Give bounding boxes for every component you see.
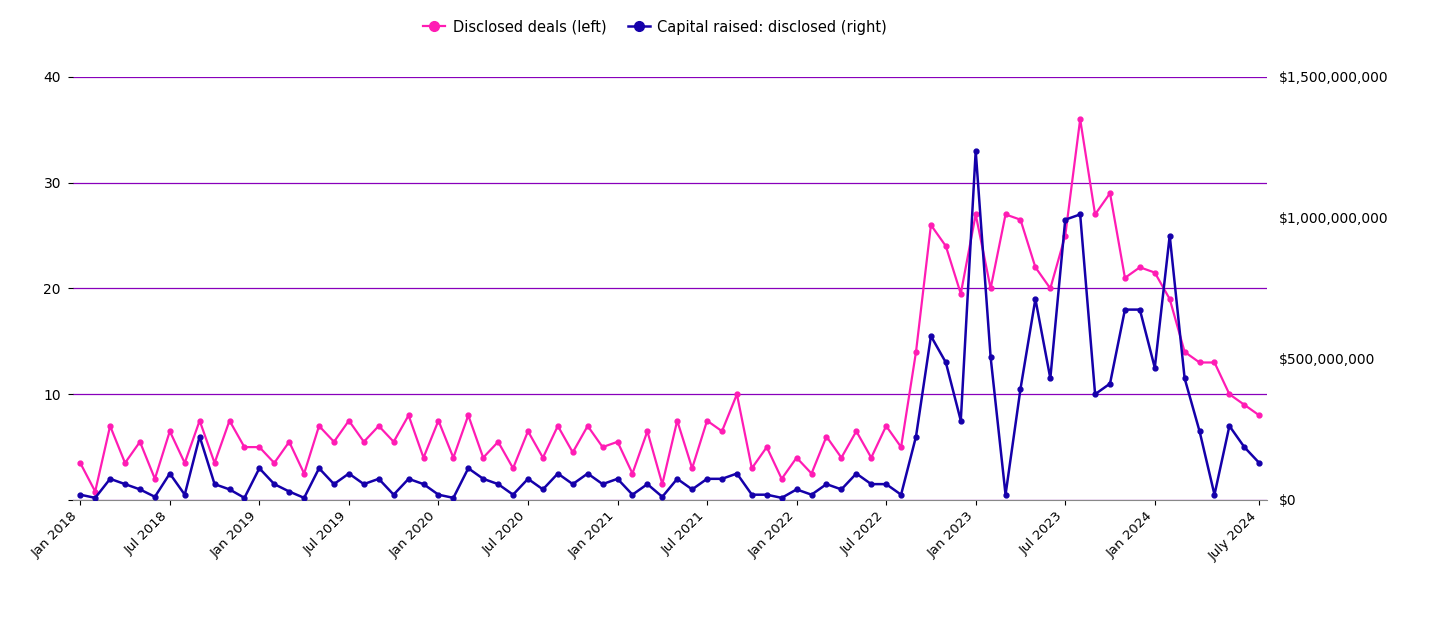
Disclosed deals (left) [86, 488, 103, 495]
Capital raised: disclosed (right): (49, 1.88e+07): disclosed (right): (49, 1.88e+07) [802, 491, 820, 499]
Disclosed deals (left) [802, 470, 820, 478]
Legend: Disclosed deals (left), Capital raised: disclosed (right): Disclosed deals (left), Capital raised: … [418, 13, 893, 40]
Disclosed deals (left) [893, 444, 910, 451]
Capital raised: disclosed (right): (72, 4.69e+08): disclosed (right): (72, 4.69e+08) [1146, 364, 1163, 372]
Capital raised: disclosed (right): (60, 1.24e+09): disclosed (right): (60, 1.24e+09) [967, 147, 984, 155]
Disclosed deals (left) [1146, 269, 1163, 276]
Capital raised: disclosed (right): (1, 7.5e+06): disclosed (right): (1, 7.5e+06) [86, 494, 103, 502]
Capital raised: disclosed (right): (36, 7.5e+07): disclosed (right): (36, 7.5e+07) [609, 475, 626, 483]
Disclosed deals (left) [609, 438, 626, 445]
Capital raised: disclosed (right): (52, 9.38e+07): disclosed (right): (52, 9.38e+07) [847, 470, 865, 478]
Line: Disclosed deals (left): Disclosed deals (left) [77, 117, 1262, 494]
Disclosed deals (left) [1072, 115, 1089, 123]
Capital raised: disclosed (right): (0, 1.88e+07): disclosed (right): (0, 1.88e+07) [71, 491, 89, 499]
Disclosed deals (left) [788, 454, 805, 462]
Disclosed deals (left) [847, 428, 865, 435]
Disclosed deals (left) [1251, 412, 1268, 419]
Line: Capital raised: disclosed (right): Capital raised: disclosed (right) [77, 149, 1262, 500]
Capital raised: disclosed (right): (55, 1.88e+07): disclosed (right): (55, 1.88e+07) [893, 491, 910, 499]
Disclosed deals (left) [71, 459, 89, 467]
Capital raised: disclosed (right): (79, 1.31e+08): disclosed (right): (79, 1.31e+08) [1251, 459, 1268, 467]
Capital raised: disclosed (right): (48, 3.75e+07): disclosed (right): (48, 3.75e+07) [788, 486, 805, 494]
